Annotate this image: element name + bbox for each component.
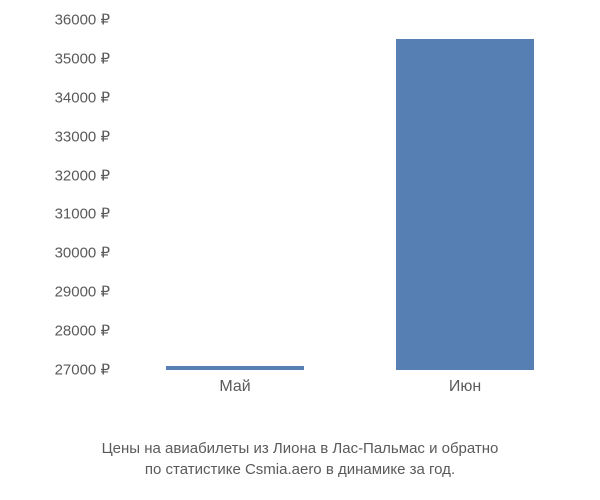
- caption-line-1: Цены на авиабилеты из Лиона в Лас-Пальма…: [102, 440, 499, 457]
- y-tick-label: 34000 ₽: [20, 90, 110, 105]
- y-tick-label: 29000 ₽: [20, 285, 110, 300]
- caption-line-2: по статистике Csmia.aero в динамике за г…: [145, 461, 455, 478]
- x-tick-label: Июн: [449, 378, 481, 396]
- price-chart: 36000 ₽35000 ₽34000 ₽33000 ₽32000 ₽31000…: [20, 20, 580, 420]
- y-tick-label: 31000 ₽: [20, 207, 110, 222]
- x-tick-label: Май: [219, 378, 250, 396]
- bar: [166, 366, 304, 370]
- y-tick-label: 30000 ₽: [20, 246, 110, 261]
- y-axis: 36000 ₽35000 ₽34000 ₽33000 ₽32000 ₽31000…: [20, 20, 110, 370]
- bar: [396, 39, 534, 370]
- y-tick-label: 32000 ₽: [20, 168, 110, 183]
- plot-area: [120, 20, 580, 370]
- y-tick-label: 35000 ₽: [20, 51, 110, 66]
- y-tick-label: 33000 ₽: [20, 129, 110, 144]
- y-tick-label: 28000 ₽: [20, 324, 110, 339]
- y-tick-label: 36000 ₽: [20, 13, 110, 28]
- y-tick-label: 27000 ₽: [20, 363, 110, 378]
- x-axis: Май Июн: [120, 378, 580, 408]
- chart-caption: Цены на авиабилеты из Лиона в Лас-Пальма…: [0, 438, 600, 480]
